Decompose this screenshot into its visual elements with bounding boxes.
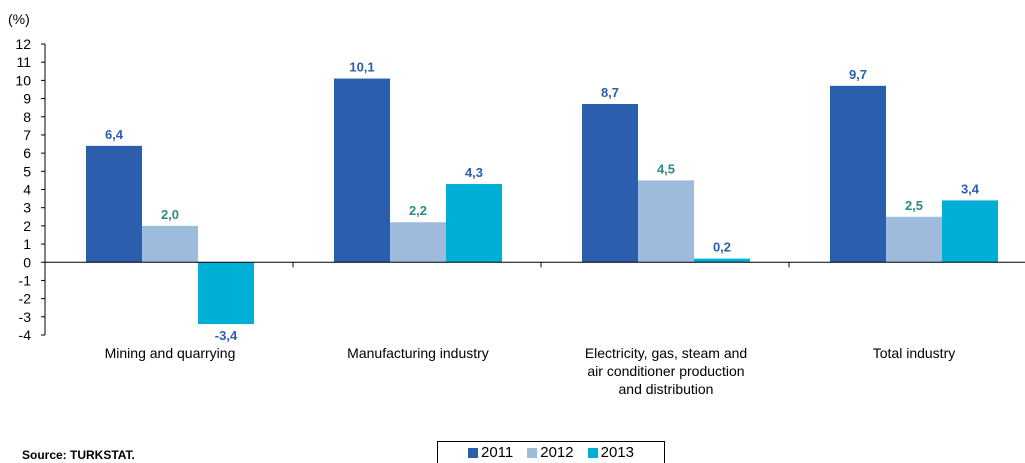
- y-tick-label: -4: [19, 327, 32, 343]
- data-labels: 6,4 2,0 -3,4 10,1 2,2 4,3 8,7 4,5 0,2 9,7 2,5 3,4: [105, 60, 980, 344]
- y-tick-label: 12: [15, 36, 31, 52]
- category-label-line: Manufacturing industry: [347, 345, 489, 361]
- bar-2011: [582, 104, 638, 263]
- y-tick-label: 10: [15, 72, 31, 88]
- category-label: Electricity, gas, steam and air condition…: [585, 345, 747, 397]
- bar-2013: [198, 262, 254, 325]
- legend-item-2011: 2011: [467, 444, 514, 461]
- data-label-2013: 4,3: [465, 165, 483, 180]
- bar-2012: [142, 225, 198, 263]
- y-tick-label: 5: [23, 163, 31, 179]
- data-label-2011: 9,7: [849, 67, 867, 82]
- bar-2012: [638, 180, 694, 263]
- y-tick-label: -3: [19, 309, 32, 325]
- y-tick-label: 4: [23, 182, 31, 198]
- legend-swatch-2012: [527, 447, 538, 458]
- bar-2011: [86, 145, 142, 263]
- legend-label-2012: 2012: [540, 444, 574, 461]
- legend: 2011 2012 2013: [437, 441, 665, 463]
- legend-item-2012: 2012: [527, 444, 574, 461]
- bar-2012: [886, 216, 942, 263]
- bar-2013: [446, 184, 502, 263]
- bar-2013: [694, 258, 750, 263]
- y-tick-label: -2: [19, 291, 32, 307]
- category-label: Mining and quarrying: [105, 345, 236, 361]
- legend-swatch-2013: [587, 447, 598, 458]
- y-tick-label: -1: [19, 272, 32, 288]
- legend-label-2011: 2011: [480, 444, 514, 461]
- x-axis: [45, 261, 1025, 268]
- bar-2011: [830, 85, 886, 263]
- bar-2012: [390, 222, 446, 263]
- data-label-2012: 2,2: [409, 203, 427, 218]
- category-label-line: air conditioner production: [587, 363, 744, 379]
- category-label-line: and distribution: [619, 381, 714, 397]
- category-labels: Mining and quarrying Manufacturing indust…: [105, 345, 956, 397]
- y-tick-label: 11: [16, 54, 31, 70]
- category-label-line: Total industry: [873, 345, 955, 361]
- legend-item-2013: 2013: [587, 444, 634, 461]
- y-axis-unit-label: (%): [8, 11, 30, 27]
- data-label-2011: 6,4: [105, 127, 124, 142]
- y-tick-label: 6: [23, 145, 31, 161]
- y-tick-label: 2: [23, 218, 31, 234]
- category-label-line: Electricity, gas, steam and: [585, 345, 747, 361]
- data-label-2013: -3,4: [215, 328, 238, 343]
- data-label-2011: 8,7: [601, 85, 619, 100]
- legend-swatch-2011: [467, 447, 478, 458]
- bars: [86, 78, 998, 325]
- source-note: Source: TURKSTAT.: [22, 448, 135, 462]
- data-label-2012: 2,0: [161, 207, 179, 222]
- bar-2013: [942, 200, 998, 263]
- data-label-2012: 2,5: [905, 198, 923, 213]
- y-tick-label: 9: [23, 91, 31, 107]
- legend-label-2013: 2013: [600, 444, 634, 461]
- y-tick-label: 7: [23, 127, 31, 143]
- category-label-line: Mining and quarrying: [105, 345, 236, 361]
- category-label: Manufacturing industry: [347, 345, 489, 361]
- y-tick-label: 0: [23, 254, 31, 270]
- data-label-2011: 10,1: [349, 60, 374, 75]
- category-label: Total industry: [873, 345, 955, 361]
- y-tick-label: 1: [23, 236, 31, 252]
- bar-2011: [334, 78, 390, 263]
- data-label-2013: 3,4: [961, 181, 980, 196]
- y-tick-label: 8: [23, 109, 31, 125]
- data-label-2012: 4,5: [657, 161, 675, 176]
- y-tick-label: 3: [23, 200, 31, 216]
- data-label-2013: 0,2: [713, 240, 731, 255]
